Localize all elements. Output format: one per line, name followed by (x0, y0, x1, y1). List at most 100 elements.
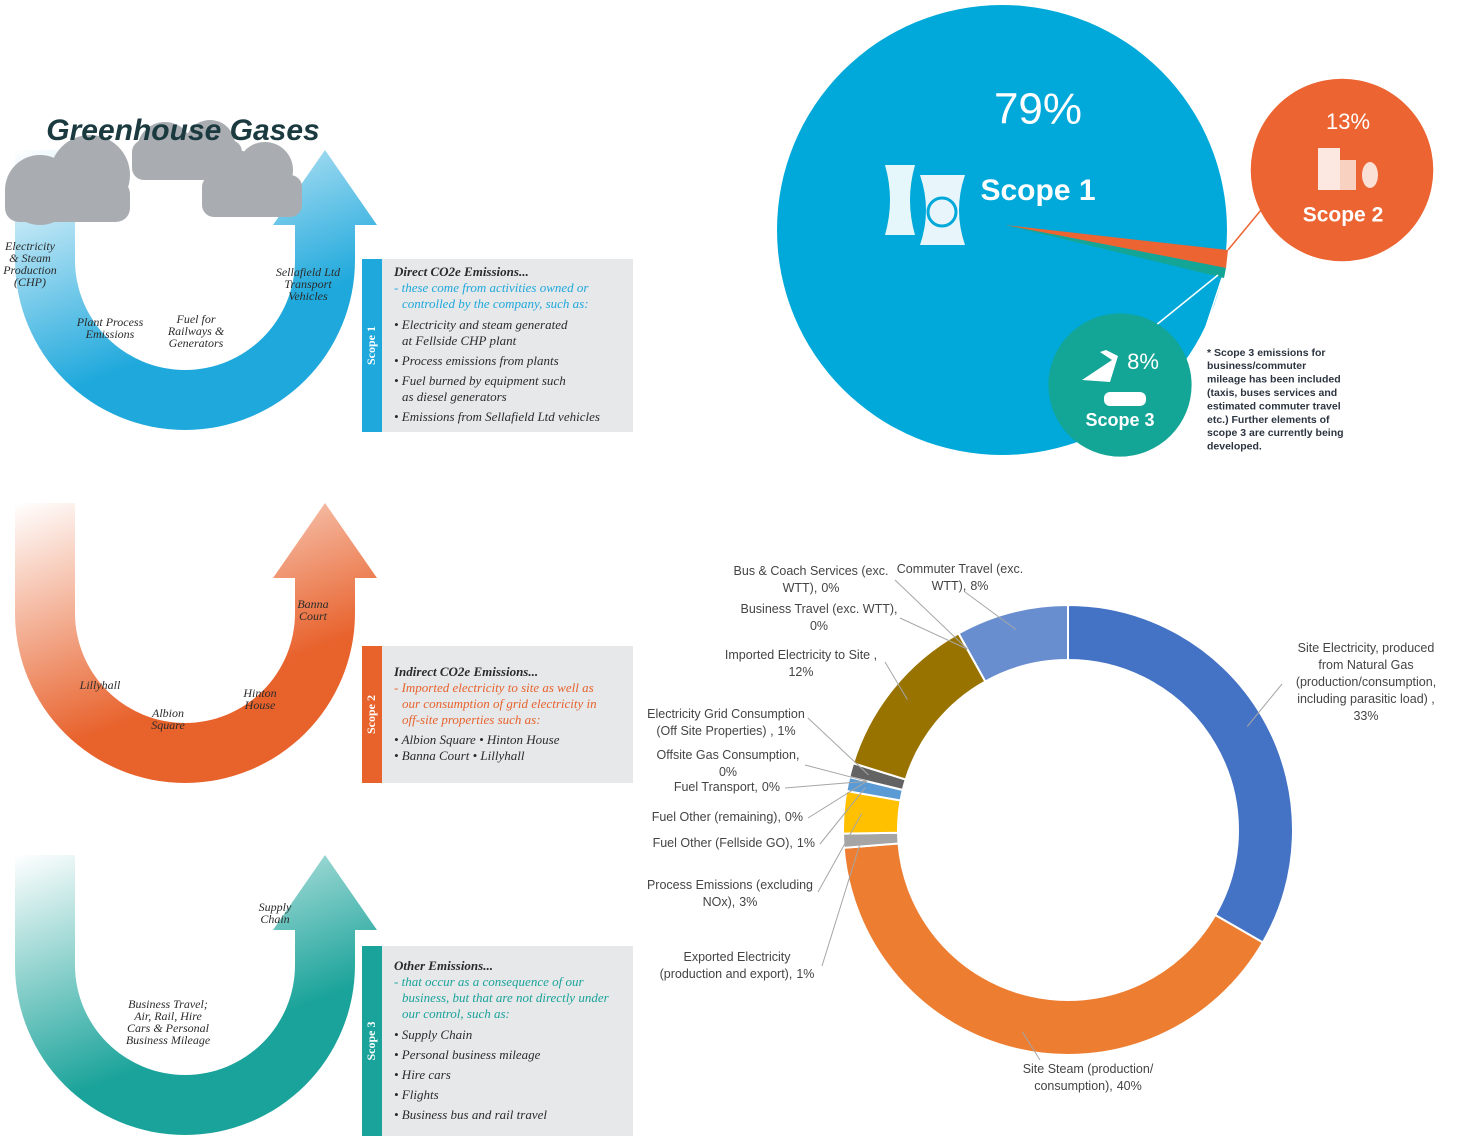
box-intro: - Imported electricity to site as well a… (394, 680, 594, 695)
leader-line (817, 813, 863, 893)
value-label: 79% (994, 85, 1082, 134)
arc-label: Air, Rail, Hire (133, 1009, 202, 1023)
box-heading: Indirect CO2e Emissions... (393, 664, 538, 679)
connector (1005, 225, 1226, 278)
donut-slice (842, 842, 1265, 1057)
category-label: Scope 3 (1085, 410, 1154, 430)
box-intro: business, but that are not directly unde… (402, 990, 610, 1005)
scope-arc (15, 503, 377, 783)
donut-slice (1067, 603, 1294, 944)
leader-line (894, 579, 968, 650)
data-label: Commuter Travel (exc. WTT), 8% (897, 562, 1023, 593)
arc-label: Business Mileage (126, 1033, 211, 1047)
leader-line (821, 839, 862, 967)
box-tab (362, 259, 382, 432)
arc-label: Lillyhall (79, 678, 121, 692)
box-intro: our consumption of grid electricity in (402, 696, 597, 711)
arc-label: Transport (284, 277, 332, 291)
arc-label: (CHP) (14, 275, 46, 289)
box-bullet: • Albion Square • Hinton House (394, 732, 560, 747)
data-label-line: from Natural Gas (1318, 658, 1413, 672)
box-bullet: • Emissions from Sellafield Ltd vehicles (394, 409, 600, 424)
data-label-line: including parasitic load) , (1297, 692, 1435, 706)
leader-line (804, 764, 867, 782)
box-bullet: • Electricity and steam generated (394, 317, 568, 332)
data-label-line: Fuel Transport, (674, 780, 758, 794)
data-label-value: 1% (796, 967, 814, 981)
value-label: 13% (1326, 109, 1370, 134)
scope-pie: 79% Scope 1 13% Scope 2 8% Scope 3 * Scope 3 e… (777, 5, 1434, 457)
box-intro: off-site properties such as: (402, 712, 541, 727)
connector (1194, 277, 1223, 361)
leader-line (819, 787, 866, 845)
arc-label: Electricity (4, 239, 56, 253)
leader-line (1246, 683, 1283, 727)
data-label-line: Business Travel (exc. WTT), (741, 602, 898, 616)
arc-label: Business Travel; (128, 997, 208, 1011)
data-label-line: Imported Electricity to Site , (725, 648, 877, 662)
box-tab-label: Scope 1 (364, 326, 378, 365)
data-label-line: Fuel Other (remaining), (652, 810, 781, 824)
data-label-value: 3% (739, 895, 757, 909)
category-label: Scope 1 (980, 174, 1095, 207)
data-label-line: Site Steam (production/ (1023, 1062, 1154, 1076)
category-label: Scope 2 (1303, 204, 1384, 227)
diagram-title: Greenhouse Gases (46, 114, 319, 147)
data-label-line: Offsite Gas Consumption, (657, 748, 800, 762)
data-label: Exported Electricity (production and expo… (660, 950, 815, 981)
data-label-value: 8% (970, 579, 988, 593)
box-bullet: • Supply Chain (394, 1027, 472, 1042)
scope-arc (15, 855, 377, 1135)
arc-label: Emissions (85, 327, 135, 341)
arc-label: Vehicles (288, 289, 328, 303)
leader-line (807, 717, 869, 776)
connector (1149, 274, 1219, 331)
icon-car (1104, 392, 1146, 406)
box-tab-label: Scope 2 (364, 695, 378, 734)
leader-line (807, 780, 868, 819)
icon-building (1340, 160, 1356, 190)
note: etc.) Further elements of (1207, 414, 1330, 426)
data-label-value: 0% (719, 765, 737, 779)
data-label-line: (Off Site Properties) , (656, 724, 773, 738)
leader-line (884, 661, 908, 700)
data-label-value: 0% (821, 581, 839, 595)
box-bg (362, 646, 633, 783)
data-label-line: consumption), (1034, 1079, 1113, 1093)
box-heading: Other Emissions... (394, 958, 493, 973)
data-label-line: WTT), (932, 579, 967, 593)
box-heading: Direct CO2e Emissions... (393, 264, 529, 279)
box-bg (362, 946, 633, 1136)
arc-label: Plant Process (76, 315, 144, 329)
scope-bubble (1048, 313, 1192, 457)
box-bullet: • Personal business mileage (394, 1047, 541, 1062)
icon-fan (926, 196, 958, 228)
data-label-value: 0% (762, 780, 780, 794)
box-bullet: at Fellside CHP plant (402, 333, 517, 348)
box-tab-label: Scope 3 (364, 1022, 378, 1061)
data-label-value: 0% (785, 810, 803, 824)
box-intro: - these come from activities owned or (394, 280, 589, 295)
arc-label: & Steam (9, 251, 51, 265)
data-label: Site Electricity, produced from Natural G… (1296, 641, 1436, 723)
data-label-value: 0% (810, 619, 828, 633)
box-bullet: • Flights (394, 1087, 439, 1102)
arc-label: Sellafield Ltd (276, 265, 341, 279)
data-label-value: 33% (1353, 709, 1378, 723)
arc-label: Square (151, 718, 185, 732)
data-label-line: (production/consumption, (1296, 675, 1436, 689)
note: estimated commuter travel (1207, 400, 1341, 412)
scope-boxes: Scope 1 Direct CO2e Emissions...- these c… (362, 259, 633, 1136)
data-label: Business Travel (exc. WTT), 0% (741, 602, 898, 633)
icon-building (1318, 148, 1340, 190)
data-label-line: Bus & Coach Services (exc. (734, 564, 889, 578)
data-label-value: 1% (778, 724, 796, 738)
box-bullet: • Fuel burned by equipment such (394, 373, 566, 388)
data-label: Site Steam (production/consumption), 40% (1023, 1062, 1154, 1093)
arc-label: House (244, 698, 276, 712)
data-label: Fuel Other (remaining), 0% (652, 810, 803, 824)
scope-arc (15, 150, 377, 430)
arc-label: Chain (260, 912, 289, 926)
